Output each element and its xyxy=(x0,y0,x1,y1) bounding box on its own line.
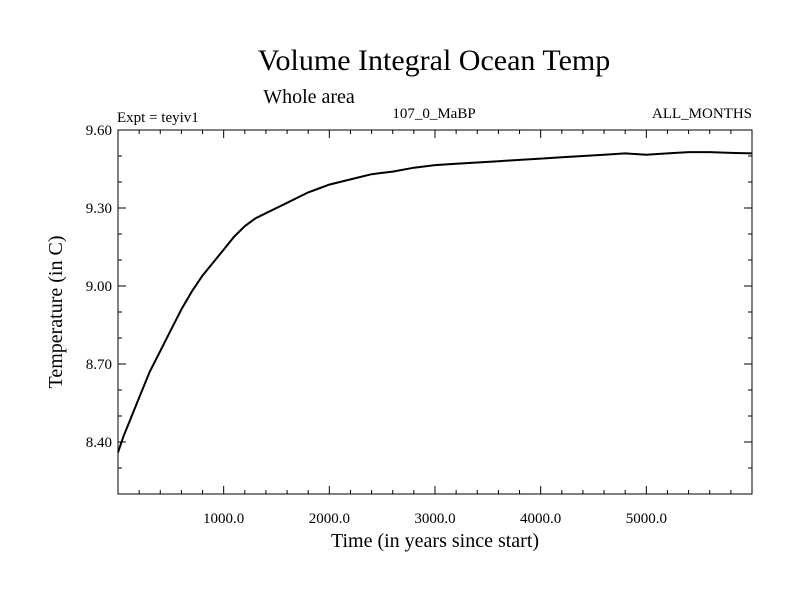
experiment-label: Expt = teyiv1 xyxy=(117,110,199,126)
y-axis-label: Temperature (in C) xyxy=(45,236,67,389)
y-tick-label: 8.40 xyxy=(86,435,112,451)
x-tick-label: 3000.0 xyxy=(414,511,455,527)
x-tick-label: 2000.0 xyxy=(309,511,350,527)
axis-tick-labels: 8.40 8.70 9.00 9.30 9.60 1000.0 2000.0 3000.0 40… xyxy=(86,123,667,527)
chart-subtitle: Whole area xyxy=(263,86,355,108)
period-label: 107_0_MaBP xyxy=(392,106,475,122)
x-tick-label: 4000.0 xyxy=(520,511,561,527)
y-tick-label: 9.60 xyxy=(86,123,112,139)
chart-title: Volume Integral Ocean Temp xyxy=(258,44,611,77)
y-tick-label: 8.70 xyxy=(86,357,112,373)
y-tick-label: 9.00 xyxy=(86,279,112,295)
months-label: ALL_MONTHS xyxy=(652,106,752,122)
x-tick-label: 5000.0 xyxy=(626,511,667,527)
x-tick-label: 1000.0 xyxy=(203,511,244,527)
plot-frame xyxy=(117,129,753,495)
axis-ticks xyxy=(118,129,752,495)
y-tick-label: 9.30 xyxy=(86,201,112,217)
x-axis-label: Time (in years since start) xyxy=(331,530,539,552)
temperature-series-line xyxy=(117,151,753,453)
